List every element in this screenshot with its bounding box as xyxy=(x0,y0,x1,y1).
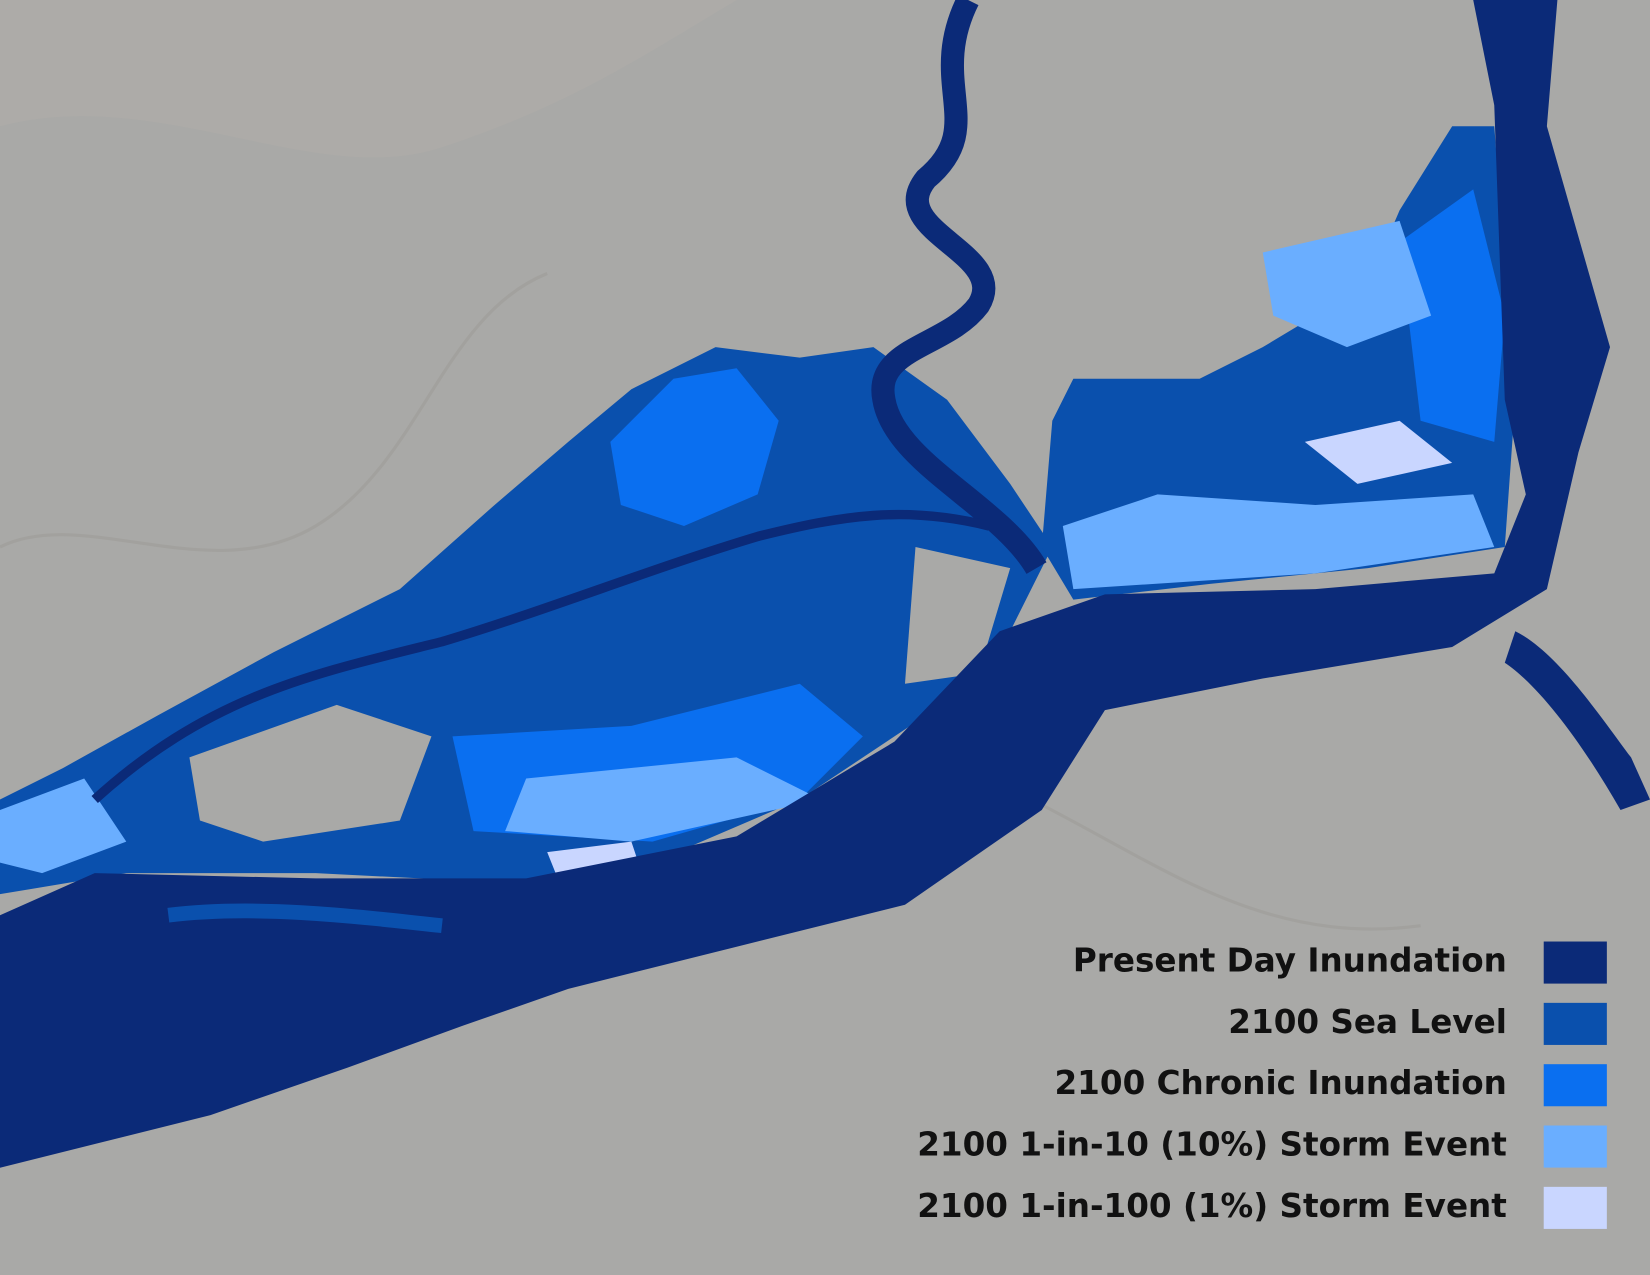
river xyxy=(91,509,991,804)
legend-swatch xyxy=(1543,1186,1607,1229)
legend-swatch xyxy=(1543,1125,1607,1168)
flood-storm-10 xyxy=(505,757,821,842)
land xyxy=(189,704,432,842)
flood-storm-10 xyxy=(1062,494,1495,590)
legend-swatch xyxy=(1543,1064,1607,1107)
flood-chronic xyxy=(1399,189,1505,442)
flood-storm-10 xyxy=(1262,220,1432,348)
legend-label: Present Day Inundation xyxy=(1073,942,1507,980)
legend-label: 2100 Sea Level xyxy=(1228,1003,1507,1041)
river xyxy=(0,0,1611,1168)
river xyxy=(871,0,1047,575)
flood-chronic xyxy=(610,368,779,526)
legend-label: 2100 1-in-100 (1%) Storm Event xyxy=(917,1187,1507,1225)
legend-label: 2100 1-in-10 (10%) Storm Event xyxy=(917,1126,1507,1164)
legend: Present Day Inundation 2100 Sea Level 2100… xyxy=(917,941,1607,1229)
flood-storm-1 xyxy=(1304,420,1453,484)
legend-label: 2100 Chronic Inundation xyxy=(1054,1064,1506,1102)
legend-swatch xyxy=(1543,941,1607,984)
terrain xyxy=(0,272,548,552)
river-island xyxy=(167,903,443,934)
terrain xyxy=(0,0,737,158)
river xyxy=(1504,631,1650,811)
legend-swatch xyxy=(1543,1002,1607,1045)
flood-storm-10 xyxy=(0,778,127,874)
terrain xyxy=(1030,798,1421,931)
